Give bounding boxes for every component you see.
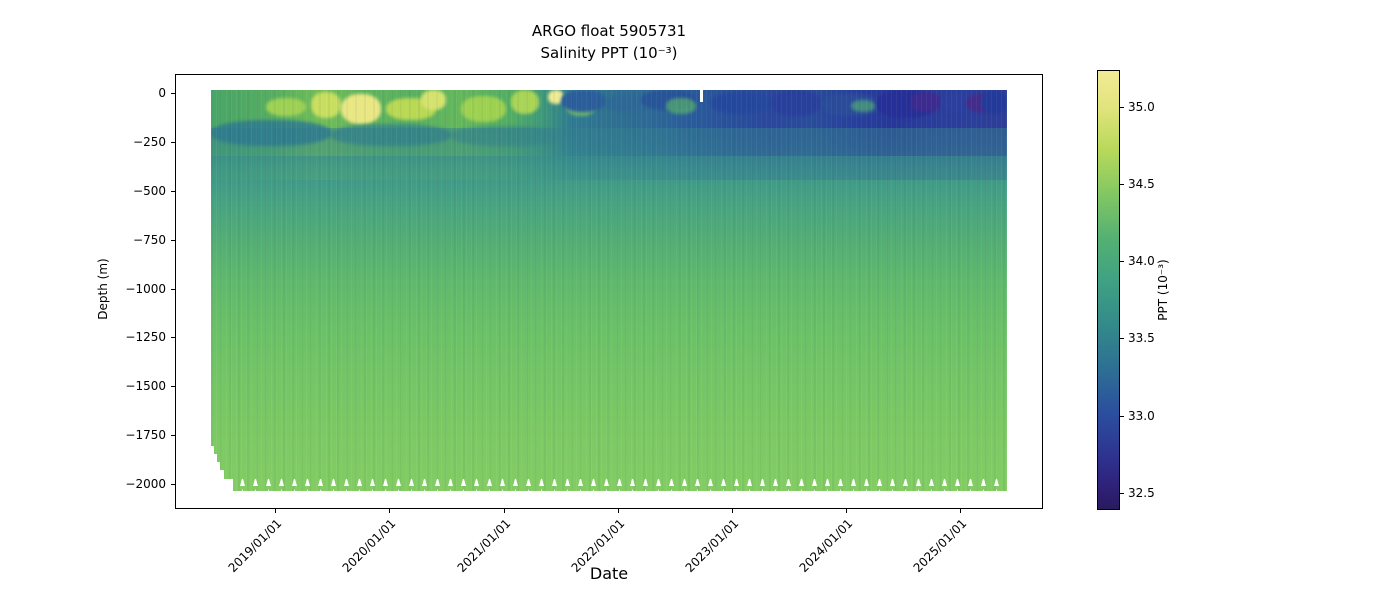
y-tick-label: 0 bbox=[158, 86, 166, 100]
x-tick bbox=[504, 509, 505, 513]
colorbar-tick-label: 33.0 bbox=[1128, 409, 1155, 423]
fresh-patch bbox=[981, 90, 1007, 114]
salty-patch bbox=[461, 96, 506, 122]
y-tick-label: −1000 bbox=[125, 282, 166, 296]
missing-profile-gap bbox=[700, 90, 703, 102]
colorbar-tick-label: 34.0 bbox=[1128, 254, 1155, 268]
fresh-patch bbox=[771, 90, 821, 116]
y-tick bbox=[171, 435, 175, 436]
colorbar-tick-label: 34.5 bbox=[1128, 177, 1155, 191]
fresh-patch bbox=[911, 92, 941, 112]
teal-band-patch bbox=[451, 126, 561, 146]
teal-band-patch bbox=[211, 120, 331, 146]
salinity-heatmap bbox=[211, 90, 1007, 491]
colorbar-tick bbox=[1120, 107, 1124, 108]
colorbar-tick bbox=[1120, 261, 1124, 262]
fresh-patch bbox=[606, 94, 646, 112]
x-tick bbox=[846, 509, 847, 513]
fresh-patch bbox=[561, 90, 606, 112]
x-tick bbox=[275, 509, 276, 513]
y-tick-label: −1750 bbox=[125, 428, 166, 442]
y-tick bbox=[171, 289, 175, 290]
profile-bottom-edge bbox=[211, 446, 1007, 491]
y-tick bbox=[171, 191, 175, 192]
y-tick bbox=[171, 484, 175, 485]
y-tick-label: −1500 bbox=[125, 379, 166, 393]
salty-patch bbox=[511, 90, 539, 114]
x-tick bbox=[960, 509, 961, 513]
salty-patch bbox=[421, 90, 446, 110]
x-axis-label: Date bbox=[589, 564, 629, 583]
salty-patch bbox=[311, 92, 341, 118]
y-tick-label: −1250 bbox=[125, 330, 166, 344]
green-interruption-patch bbox=[666, 98, 696, 114]
y-tick-label: −750 bbox=[133, 233, 166, 247]
colorbar bbox=[1097, 70, 1120, 510]
colorbar-tick-label: 32.5 bbox=[1128, 486, 1155, 500]
y-tick bbox=[171, 240, 175, 241]
colorbar-tick bbox=[1120, 338, 1124, 339]
y-tick bbox=[171, 337, 175, 338]
chart-subtitle: Salinity PPT (10⁻³) bbox=[540, 44, 678, 62]
colorbar-tick-label: 33.5 bbox=[1128, 331, 1155, 345]
salty-patch bbox=[341, 94, 381, 124]
salty-patch bbox=[266, 98, 306, 116]
green-interruption-patch bbox=[851, 100, 875, 112]
y-axis-label: Depth (m) bbox=[96, 258, 110, 320]
colorbar-tick bbox=[1120, 493, 1124, 494]
y-tick-label: −2000 bbox=[125, 477, 166, 491]
x-tick bbox=[389, 509, 390, 513]
teal-band-patch bbox=[331, 124, 451, 146]
colorbar-tick bbox=[1120, 416, 1124, 417]
x-tick bbox=[618, 509, 619, 513]
y-tick-label: −250 bbox=[133, 135, 166, 149]
colorbar-tick-label: 35.0 bbox=[1128, 100, 1155, 114]
y-tick-label: −500 bbox=[133, 184, 166, 198]
y-tick bbox=[171, 386, 175, 387]
fresh-patch bbox=[711, 92, 771, 114]
x-tick bbox=[732, 509, 733, 513]
salty-patch bbox=[548, 90, 564, 104]
colorbar-tick bbox=[1120, 184, 1124, 185]
y-tick bbox=[171, 142, 175, 143]
chart-title: ARGO float 5905731 bbox=[531, 22, 687, 40]
colorbar-label: PPT (10⁻³) bbox=[1156, 259, 1170, 321]
y-tick bbox=[171, 93, 175, 94]
